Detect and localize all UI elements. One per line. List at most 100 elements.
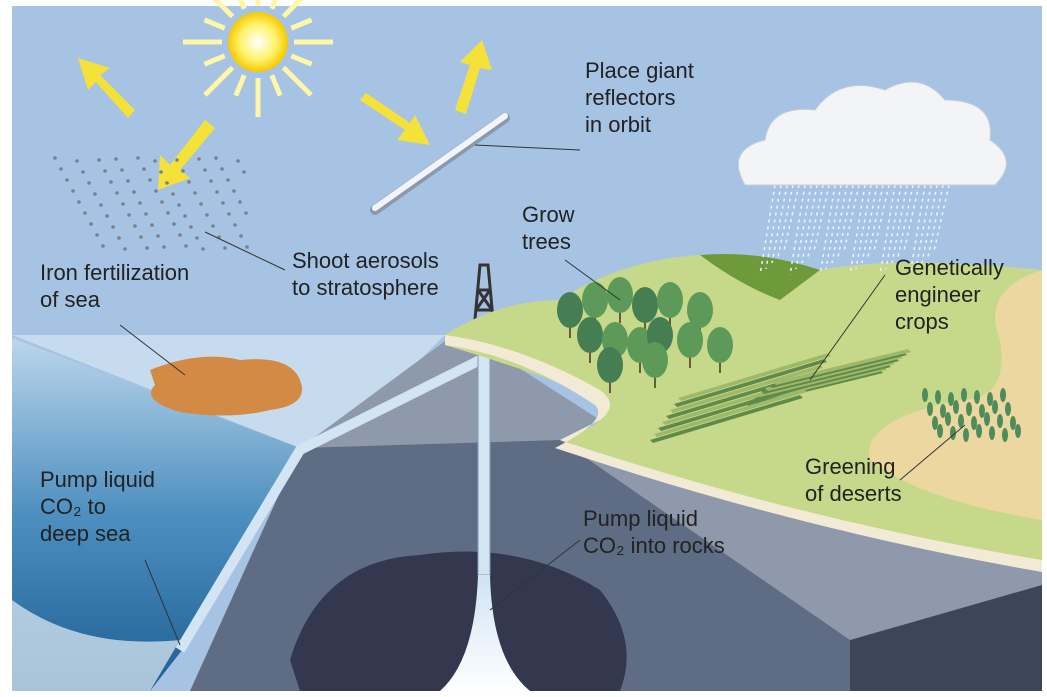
rain-drop bbox=[759, 184, 776, 276]
label-line: CO₂ to bbox=[40, 494, 106, 519]
aerosol bbox=[111, 225, 115, 229]
label: Shoot aerosols to stratosphere bbox=[292, 248, 439, 300]
aerosol bbox=[201, 247, 205, 251]
aerosol bbox=[236, 159, 240, 163]
sea-section bbox=[12, 338, 300, 691]
aerosol bbox=[221, 201, 225, 205]
label-line: Place giant bbox=[585, 58, 694, 83]
aerosol bbox=[223, 246, 227, 250]
aerosol bbox=[199, 202, 203, 206]
aerosol bbox=[89, 222, 93, 226]
label-line: to stratosphere bbox=[292, 275, 439, 300]
arrows bbox=[78, 40, 492, 190]
aerosol bbox=[156, 234, 160, 238]
aerosol bbox=[220, 167, 224, 171]
aerosol bbox=[115, 191, 119, 195]
aerosol bbox=[172, 222, 176, 226]
aerosol bbox=[165, 181, 169, 185]
plant bbox=[937, 424, 943, 438]
aerosol bbox=[136, 156, 140, 160]
aerosol bbox=[103, 169, 107, 173]
rain bbox=[759, 184, 950, 276]
sun-ray bbox=[281, 65, 313, 97]
aerosol bbox=[87, 181, 91, 185]
aerosol bbox=[123, 247, 127, 251]
sun-ray bbox=[269, 74, 283, 97]
aerosol bbox=[205, 213, 209, 217]
aerosol bbox=[215, 190, 219, 194]
plant bbox=[958, 414, 964, 428]
label: Place giant reflectors in orbit bbox=[585, 58, 694, 137]
rain-drop bbox=[825, 184, 842, 270]
sun-ray bbox=[269, 0, 279, 10]
plant bbox=[989, 426, 995, 440]
plant bbox=[974, 390, 980, 404]
aerosol bbox=[53, 156, 57, 160]
rain-drop bbox=[873, 184, 890, 252]
labels: Place giant reflectors in orbit Shoot aeros… bbox=[40, 58, 1004, 558]
aerosol bbox=[121, 202, 125, 206]
aerosol bbox=[203, 168, 207, 172]
hill bbox=[700, 254, 820, 300]
aerosol bbox=[59, 167, 63, 171]
cloud bbox=[737, 81, 1007, 186]
sun-ray bbox=[290, 53, 313, 67]
label-line: Pump liquid bbox=[40, 467, 155, 492]
aerosol bbox=[209, 179, 213, 183]
label-line: CO₂ into rocks bbox=[583, 533, 725, 558]
aerosol bbox=[99, 203, 103, 207]
aerosol bbox=[232, 189, 236, 193]
sun-ray bbox=[290, 17, 313, 31]
aerosol bbox=[187, 180, 191, 184]
rain-drop bbox=[789, 184, 806, 276]
crop-row bbox=[678, 353, 831, 401]
aerosol bbox=[109, 180, 113, 184]
label-line: Shoot aerosols bbox=[292, 248, 439, 273]
aerosol bbox=[184, 244, 188, 248]
aerosol bbox=[75, 159, 79, 163]
label-line: engineer bbox=[895, 282, 981, 307]
aerosol bbox=[197, 157, 201, 161]
aerosol bbox=[245, 245, 249, 249]
sun-ray bbox=[212, 0, 235, 19]
aerosol bbox=[153, 159, 157, 163]
plant bbox=[948, 392, 954, 406]
aerosol bbox=[127, 213, 131, 217]
rain-drop bbox=[885, 184, 902, 270]
sun-ray bbox=[203, 53, 226, 67]
rain-drop bbox=[807, 184, 824, 258]
desert-plants bbox=[922, 388, 1021, 442]
label-line: Grow bbox=[522, 202, 575, 227]
rain-drop bbox=[855, 184, 872, 270]
aerosol bbox=[81, 170, 85, 174]
aerosol bbox=[160, 200, 164, 204]
rain-drop bbox=[795, 184, 812, 270]
label: Greening of deserts bbox=[805, 454, 902, 506]
tree bbox=[607, 277, 633, 313]
aerosol bbox=[71, 189, 75, 193]
aerosol bbox=[195, 236, 199, 240]
aerosol bbox=[178, 233, 182, 237]
co2-flare bbox=[440, 575, 530, 691]
deep-sea-co2 bbox=[12, 600, 180, 691]
label: Genetically engineer crops bbox=[895, 255, 1004, 334]
aerosol bbox=[226, 178, 230, 182]
tree bbox=[707, 327, 733, 363]
iron-patch bbox=[150, 356, 302, 416]
crops bbox=[650, 349, 911, 443]
tree bbox=[642, 342, 668, 378]
rain-drop bbox=[915, 184, 932, 270]
aerosol bbox=[239, 234, 243, 238]
label-line: Pump liquid bbox=[583, 506, 698, 531]
aerosol bbox=[181, 169, 185, 173]
land-side bbox=[850, 585, 1042, 691]
aerosol bbox=[142, 167, 146, 171]
plant bbox=[935, 390, 941, 404]
plant bbox=[987, 392, 993, 406]
aerosols bbox=[53, 156, 249, 251]
aerosol bbox=[214, 156, 218, 160]
label-line: crops bbox=[895, 309, 949, 334]
tree bbox=[582, 282, 608, 318]
aerosol bbox=[144, 212, 148, 216]
